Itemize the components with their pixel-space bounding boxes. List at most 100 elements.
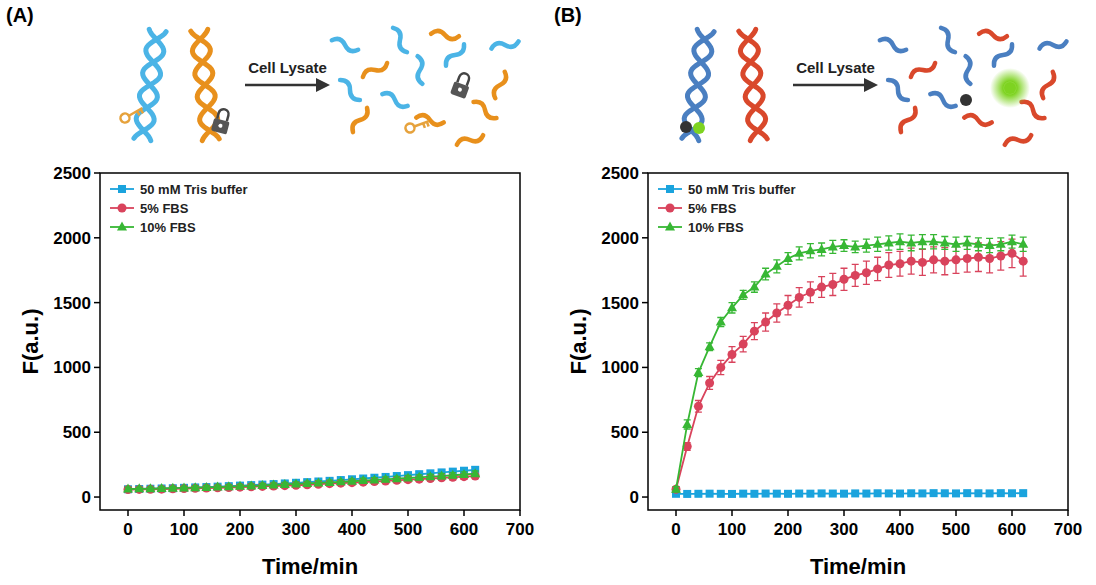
data-point <box>850 241 860 250</box>
data-point <box>795 490 803 498</box>
data-point <box>917 236 927 245</box>
data-point <box>952 255 961 264</box>
x-tick-label: 100 <box>170 520 198 539</box>
legend-marker <box>665 222 675 231</box>
data-point <box>705 341 715 350</box>
x-tick <box>295 510 297 516</box>
data-point <box>929 255 938 264</box>
legend-label: 5% FBS <box>688 201 737 216</box>
dna-fragment <box>491 38 520 52</box>
dna-fragment <box>338 78 363 103</box>
data-point <box>1018 239 1028 248</box>
x-tick <box>731 510 733 516</box>
data-point <box>783 253 793 262</box>
data-point <box>392 473 402 482</box>
data-point <box>817 244 827 253</box>
dna-fragment <box>879 37 908 53</box>
data-point <box>873 239 883 248</box>
error-bar <box>941 248 948 275</box>
data-point <box>952 489 960 497</box>
dna-helix <box>738 29 767 140</box>
dna-strand <box>738 29 767 140</box>
legend-label: 10% FBS <box>688 220 744 235</box>
x-tick-label: 700 <box>1054 520 1082 539</box>
dna-fragment <box>964 114 993 126</box>
axes: 0100200300400500600700050010001500200025… <box>18 164 534 579</box>
legend-marker <box>118 204 127 213</box>
x-tick-label: 600 <box>450 520 478 539</box>
data-point <box>749 282 759 291</box>
data-point <box>761 318 770 327</box>
fluorophore <box>1004 82 1016 94</box>
error-bar <box>807 282 814 303</box>
data-point <box>806 490 814 498</box>
data-point <box>358 475 368 484</box>
data-point <box>861 240 871 249</box>
arrow-head <box>316 78 330 92</box>
data-point <box>716 363 725 372</box>
data-point <box>145 483 155 492</box>
x-tick <box>463 510 465 516</box>
dna-fragment <box>443 42 466 68</box>
arrow-label: Cell Lysate <box>248 59 327 76</box>
data-point <box>918 489 926 497</box>
x-tick-label: 200 <box>226 520 254 539</box>
lock-body <box>450 81 469 99</box>
data-point <box>190 482 200 491</box>
x-tick-label: 500 <box>394 520 422 539</box>
y-tick-label: 2500 <box>601 164 639 183</box>
x-tick <box>675 510 677 516</box>
data-point <box>313 477 323 486</box>
legend: 50 mM Tris buffer5% FBS10% FBS <box>110 182 248 235</box>
dna-strand <box>133 29 166 140</box>
x-tick-label: 400 <box>338 520 366 539</box>
axes: 0100200300400500600700050010001500200025… <box>566 164 1082 579</box>
x-tick <box>519 510 521 516</box>
data-point <box>762 490 770 498</box>
error-bar <box>829 273 836 295</box>
data-point <box>851 489 859 497</box>
series <box>671 234 1028 493</box>
data-point <box>291 478 301 487</box>
x-tick-label: 700 <box>506 520 534 539</box>
y-tick <box>642 496 648 498</box>
y-tick-label: 1000 <box>601 358 639 377</box>
data-point <box>839 240 849 249</box>
dna-fragment <box>414 56 426 85</box>
data-point <box>716 317 726 326</box>
y-tick-label: 1000 <box>53 358 91 377</box>
dna-fragment <box>898 106 918 134</box>
data-point <box>895 236 905 245</box>
data-point <box>907 257 916 266</box>
x-tick <box>899 510 901 516</box>
legend-label: 5% FBS <box>140 201 189 216</box>
data-point <box>1019 257 1028 266</box>
data-point <box>896 490 904 498</box>
y-tick <box>642 302 648 304</box>
y-tick <box>94 172 100 174</box>
x-tick-label: 400 <box>886 520 914 539</box>
error-bar <box>729 347 736 363</box>
data-point <box>302 478 312 487</box>
y-tick <box>642 431 648 433</box>
dna-fragment <box>909 60 937 80</box>
error-bar <box>852 264 859 286</box>
figure: (A)Cell Lysate01002003004005006007000500… <box>0 0 1096 585</box>
x-axis-title: Time/min <box>810 554 906 579</box>
legend-label: 10% FBS <box>140 220 196 235</box>
data-point <box>784 301 793 310</box>
data-point <box>157 483 167 492</box>
quencher <box>680 121 692 133</box>
data-point <box>336 476 346 485</box>
panel-label: (A) <box>6 4 34 26</box>
data-point <box>794 248 804 257</box>
dna-fragment <box>492 71 508 100</box>
x-tick-label: 600 <box>998 520 1026 539</box>
dna-strand <box>133 29 166 140</box>
x-tick-label: 200 <box>774 520 802 539</box>
dna-fragment <box>979 30 1008 39</box>
panel-label: (B) <box>554 4 582 26</box>
y-tick <box>642 367 648 369</box>
data-point <box>727 302 737 311</box>
error-bar <box>785 295 792 314</box>
